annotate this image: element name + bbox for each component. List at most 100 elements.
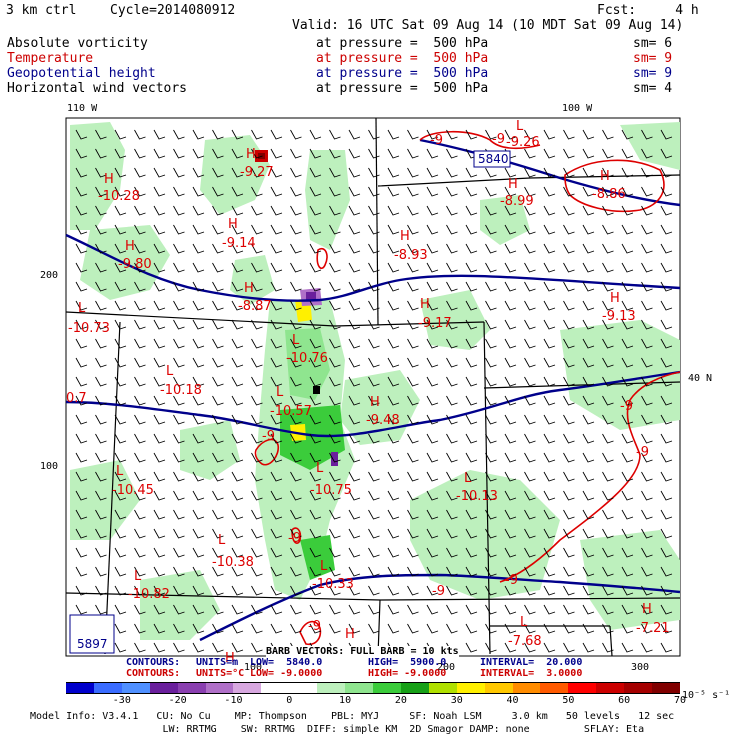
height-contour-low: LOW= 5840.0 <box>250 657 323 668</box>
wind-barb <box>504 623 517 634</box>
wind-barb <box>95 300 107 311</box>
wind-barb <box>173 471 185 482</box>
wind-barb <box>212 414 224 425</box>
wind-barb <box>212 224 224 235</box>
lat-label-40n: 40 N <box>688 373 713 384</box>
wind-barb <box>309 262 322 273</box>
wind-barb <box>251 414 263 425</box>
wind-barb <box>407 433 419 444</box>
low-value: -10.13 <box>456 489 498 504</box>
wind-barb <box>426 604 439 615</box>
wind-barb <box>368 566 380 577</box>
wind-barb <box>75 376 88 387</box>
wind-barb <box>504 262 517 273</box>
wind-barb <box>426 414 439 425</box>
wind-barb <box>153 167 166 178</box>
wind-barb <box>504 281 517 292</box>
wind-barb <box>134 642 146 653</box>
wind-barb <box>95 509 107 520</box>
wind-barb <box>387 433 400 444</box>
wind-barb <box>660 148 673 159</box>
wind-barb <box>231 490 244 501</box>
wind-barb <box>602 528 614 539</box>
wind-barb <box>153 490 166 501</box>
wind-barb <box>543 452 556 463</box>
wind-barb <box>153 262 166 273</box>
wind-barb <box>75 528 88 539</box>
wind-barb <box>543 167 556 178</box>
wind-barb <box>582 433 595 444</box>
wind-barb <box>660 414 673 425</box>
wind-barb <box>641 243 653 254</box>
high-marker: H <box>228 217 238 232</box>
wind-barb <box>465 604 478 615</box>
colorbar-cell <box>512 682 541 694</box>
high-value: -9.48 <box>366 413 400 428</box>
high-value: -8.93 <box>394 248 428 263</box>
wind-barb <box>602 490 614 501</box>
wind-barb <box>114 243 127 254</box>
wind-barb <box>270 566 283 577</box>
wind-barb <box>270 281 283 292</box>
wind-barb <box>95 148 107 159</box>
wind-barb <box>348 395 361 406</box>
wind-barb <box>543 585 556 596</box>
wind-barb <box>251 585 263 596</box>
low-marker: L <box>516 119 524 134</box>
wind-barb <box>621 547 634 558</box>
wind-barb <box>114 452 127 463</box>
wind-barb <box>543 471 556 482</box>
high-marker: H <box>104 172 114 187</box>
wind-barb <box>95 547 107 558</box>
wind-barb <box>621 186 634 197</box>
wind-barb <box>153 452 166 463</box>
wind-barb <box>231 186 244 197</box>
wind-barb <box>134 186 146 197</box>
wind-barb <box>173 186 185 197</box>
wind-barb <box>329 414 341 425</box>
wind-barb <box>231 585 244 596</box>
high-marker: H <box>642 602 652 617</box>
low-marker: L <box>292 333 300 348</box>
wind-barb <box>134 547 146 558</box>
wind-barb <box>582 224 595 235</box>
wind-barb <box>563 148 575 159</box>
high-value: -8.87 <box>238 299 272 314</box>
wind-barb <box>407 452 419 463</box>
wind-barb <box>75 509 88 520</box>
wind-barb <box>426 376 439 387</box>
high-marker: H <box>508 177 518 192</box>
wind-barb <box>251 129 263 140</box>
height-contour-interval: INTERVAL= 20.000 <box>480 657 583 668</box>
wind-barb <box>75 281 88 292</box>
contour-label: -9 <box>505 573 518 588</box>
wind-barb <box>504 338 517 349</box>
wind-barb <box>114 414 127 425</box>
wind-barb <box>251 604 263 615</box>
colorbar-cell <box>428 682 458 694</box>
wind-barb <box>270 585 283 596</box>
wind-barb <box>329 262 341 273</box>
wind-barb <box>387 243 400 254</box>
wind-barb <box>641 642 653 653</box>
wind-barb <box>641 205 653 216</box>
wind-barb <box>621 300 634 311</box>
wind-barb <box>524 623 536 634</box>
wind-barb <box>641 433 653 444</box>
wind-barb <box>387 300 400 311</box>
wind-barb <box>114 148 127 159</box>
wind-barb <box>348 167 361 178</box>
wind-barb <box>387 604 400 615</box>
wind-barb <box>329 566 341 577</box>
wind-barb <box>153 433 166 444</box>
wind-barb <box>465 395 478 406</box>
high-value: -9.14 <box>222 236 256 251</box>
x-tick-100: 100 <box>244 662 263 673</box>
wind-barb <box>114 547 127 558</box>
wind-barb <box>251 300 263 311</box>
wind-barb <box>407 319 419 330</box>
wind-barb <box>134 243 146 254</box>
wind-barb <box>329 471 341 482</box>
wind-barb <box>75 604 88 615</box>
wind-barb <box>290 205 302 216</box>
